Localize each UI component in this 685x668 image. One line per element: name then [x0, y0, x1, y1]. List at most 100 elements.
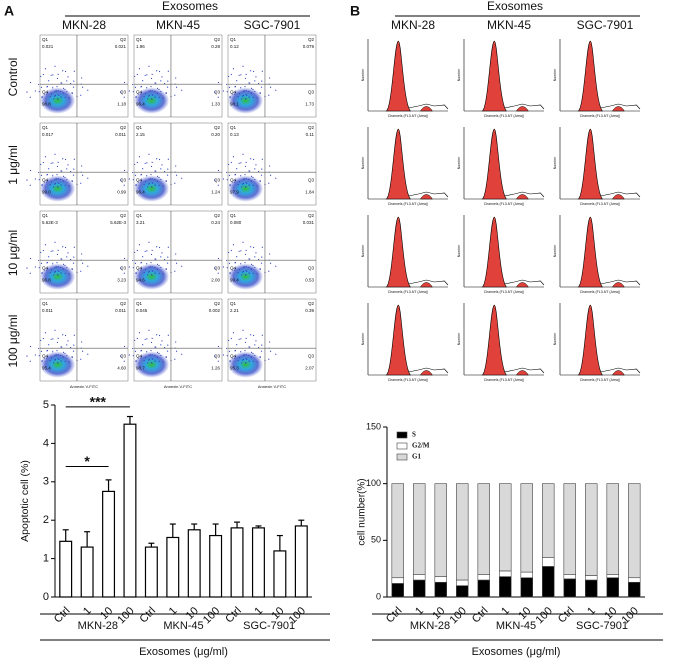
event-dot [48, 256, 50, 258]
event-dot [240, 74, 242, 76]
event-dot [240, 338, 242, 340]
event-dot [217, 360, 219, 362]
histogram-line [600, 279, 641, 286]
event-dot [230, 249, 232, 252]
y-tick-label: 0 [376, 591, 381, 601]
event-dot [64, 264, 66, 267]
event-dot [254, 354, 256, 357]
event-dot [55, 178, 57, 180]
event-dot [62, 263, 65, 265]
event-dot [149, 354, 151, 356]
event-dot [165, 356, 167, 358]
event-dot [148, 329, 150, 331]
event-dot [248, 82, 250, 84]
cell-cluster [40, 263, 76, 290]
event-dot [54, 266, 56, 268]
event-dot [242, 329, 244, 331]
event-dot [269, 253, 271, 255]
event-dot [64, 70, 67, 73]
event-dot [57, 266, 59, 268]
event-dot [132, 83, 134, 86]
event-dot [151, 73, 153, 75]
event-dot [66, 90, 68, 93]
event-dot [60, 96, 62, 98]
event-dot [141, 267, 143, 270]
bar-segment [477, 574, 490, 581]
panel-letter: B [350, 3, 360, 19]
x-axis-label: Annexin V-FITC [70, 384, 98, 389]
event-dot [140, 181, 142, 183]
event-dot [147, 186, 149, 188]
event-dot [141, 179, 143, 182]
event-dot [261, 70, 263, 72]
event-dot [52, 87, 54, 89]
quadrant-label: Q1 [42, 37, 49, 42]
event-dot [245, 266, 247, 268]
event-dot [175, 86, 178, 88]
event-dot [72, 262, 75, 264]
event-dot [260, 350, 263, 352]
event-dot [140, 349, 143, 352]
event-dot [236, 80, 238, 82]
x-tick-label: 1 [499, 605, 512, 618]
event-dot [26, 179, 28, 181]
quadrant-label: Q2 [308, 213, 315, 218]
bar-segment [434, 576, 447, 583]
quadrant-value: 0.011 [115, 132, 126, 137]
column-label: MKN-28 [391, 18, 435, 32]
event-dot [151, 266, 153, 268]
event-dot [217, 257, 220, 260]
event-dot [57, 270, 59, 272]
event-dot [53, 186, 55, 188]
event-dot [244, 253, 247, 256]
quadrant-value: 0.13 [230, 132, 239, 137]
event-dot [87, 89, 89, 91]
event-dot [158, 96, 160, 98]
event-dot [47, 267, 49, 270]
event-dot [60, 272, 62, 274]
event-dot [40, 163, 42, 166]
event-dot [226, 347, 228, 350]
g2-peak [611, 106, 625, 112]
event-dot [120, 267, 122, 269]
bar-segment [606, 483, 619, 575]
event-dot [237, 96, 239, 98]
event-dot [248, 266, 250, 269]
event-dot [259, 92, 261, 94]
event-dot [136, 337, 138, 340]
quadrant-label: Q3 [308, 265, 315, 270]
event-dot [250, 268, 252, 270]
event-dot [47, 179, 49, 182]
event-dot [234, 85, 237, 88]
event-dot [147, 274, 149, 276]
event-dot [245, 270, 247, 272]
event-dot [181, 89, 183, 91]
g2-peak [419, 194, 433, 200]
event-dot [154, 170, 156, 172]
event-dot [55, 266, 57, 268]
y-axis-label: Apoptotic cell (%) [19, 460, 31, 542]
g2-peak [611, 194, 625, 200]
event-dot [56, 86, 58, 88]
quadrant-label: Q1 [42, 125, 49, 130]
event-dot [156, 175, 159, 177]
event-dot [160, 354, 162, 357]
quadrant-value: 1.26 [211, 365, 220, 370]
event-dot [73, 168, 75, 170]
x-axis-label: Channels (FL3-NT (Area)) [580, 290, 621, 294]
quadrant-label: Q2 [214, 301, 221, 306]
quadrant-value: 99.4 [230, 277, 239, 282]
quadrant-value: 98.8 [42, 101, 51, 106]
event-dot [175, 174, 178, 176]
event-dot [256, 97, 258, 99]
event-dot [250, 334, 252, 336]
event-dot [214, 267, 216, 269]
event-dot [60, 82, 62, 84]
event-dot [235, 355, 237, 358]
quadrant-value: 1.73 [305, 101, 314, 106]
event-dot [40, 251, 42, 254]
event-dot [135, 272, 137, 275]
quadrant-value: 97.9 [230, 189, 239, 194]
x-axis-label: Channels (FL3-NT (Area)) [484, 202, 525, 206]
event-dot [54, 178, 56, 180]
